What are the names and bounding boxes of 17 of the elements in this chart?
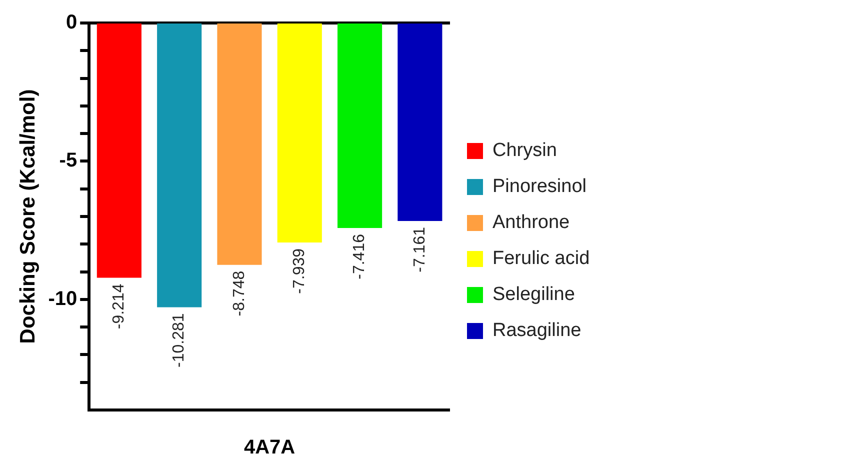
legend-label: Selegiline <box>492 284 575 306</box>
legend-label: Anthrone <box>492 212 570 234</box>
legend-label: Ferulic acid <box>492 248 590 270</box>
x-axis-title: 4A7A <box>244 436 296 459</box>
y-tick-label: 0 <box>66 12 78 34</box>
y-axis-title: Docking Score (Kcal/mol) <box>16 89 40 344</box>
data-label: -8.748 <box>230 270 248 316</box>
data-label: -9.214 <box>110 284 128 330</box>
legend-label: Pinoresinol <box>492 176 586 198</box>
data-label: -10.281 <box>170 313 188 368</box>
data-label: -7.416 <box>351 234 368 280</box>
data-label: -7.939 <box>291 248 308 294</box>
y-tick-label: -5 <box>59 150 78 172</box>
data-label: -7.161 <box>411 226 428 272</box>
legend-label: Chrysin <box>492 140 557 162</box>
legend-label: Rasagiline <box>492 320 582 342</box>
y-tick-label: -10 <box>48 288 78 310</box>
